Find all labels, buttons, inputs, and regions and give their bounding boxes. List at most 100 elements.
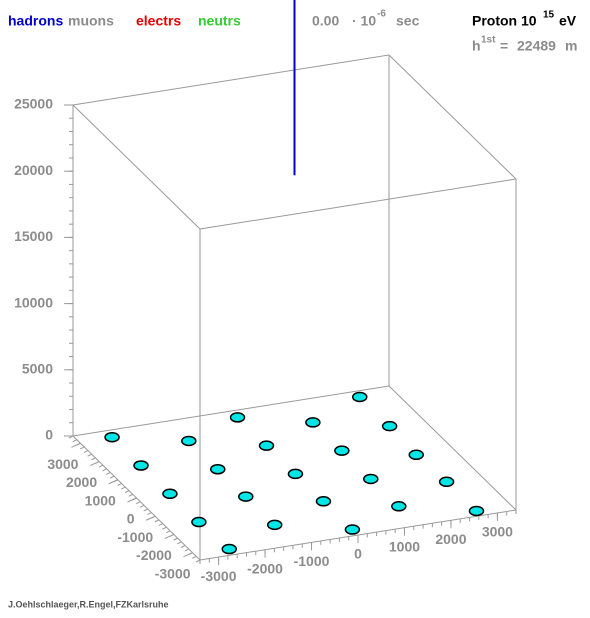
detector <box>315 496 332 507</box>
h-superscript: 1st <box>481 35 496 46</box>
detector <box>334 445 350 456</box>
detector <box>438 476 455 488</box>
minor-tick <box>177 541 182 545</box>
y-tick-label: 1000 <box>85 492 116 508</box>
x-tick-label: 1000 <box>389 538 420 554</box>
minor-tick <box>68 435 74 439</box>
detector <box>305 417 321 428</box>
minor-tick <box>192 555 197 559</box>
primary-exponent: 15 <box>543 10 555 21</box>
time-exponent: -6 <box>377 9 386 20</box>
x-tick-label: 0 <box>354 546 362 562</box>
z-tick-label: 20000 <box>14 162 53 178</box>
minor-tick <box>128 493 133 497</box>
legend-entry: hadrons <box>8 13 63 29</box>
detector <box>381 420 398 432</box>
legend-entry: muons <box>68 13 114 29</box>
detector <box>287 468 304 480</box>
legend: hadrons muons electrs neutrs <box>8 13 241 29</box>
minor-tick <box>72 439 77 443</box>
time-base: · 10 <box>352 13 376 29</box>
y-tick-label: 2000 <box>66 474 97 490</box>
y-tick <box>183 552 193 558</box>
x-tick-label: -2000 <box>247 560 283 576</box>
detector <box>238 491 254 502</box>
z-tick-label: 25000 <box>14 96 53 112</box>
detector <box>363 473 379 485</box>
h-value: 22489 <box>517 38 556 54</box>
minor-tick <box>109 475 115 479</box>
x-tick-label: 2000 <box>435 531 466 547</box>
detector <box>391 501 407 512</box>
legend-entry: neutrs <box>198 13 241 29</box>
detector <box>221 543 237 555</box>
detector <box>104 431 120 443</box>
detector <box>191 516 207 528</box>
minor-tick <box>121 486 126 490</box>
y-tick-label: 0 <box>127 511 135 527</box>
detector <box>266 519 283 531</box>
minor-tick <box>91 457 96 461</box>
detector <box>408 449 425 461</box>
minor-tick <box>139 504 145 508</box>
minor-tick <box>162 526 167 530</box>
detector <box>133 460 149 471</box>
y-tick <box>71 442 81 448</box>
minor-tick <box>154 519 160 523</box>
z-tick-label: 10000 <box>14 294 53 310</box>
y-tick-label: -2000 <box>136 547 172 563</box>
detector <box>162 488 178 500</box>
minor-tick <box>102 468 107 472</box>
minor-tick <box>106 472 111 475</box>
minor-tick <box>147 512 152 516</box>
y-tick <box>89 461 100 466</box>
minor-tick <box>165 530 171 534</box>
detector <box>352 391 368 403</box>
legend-entry: electrs <box>136 13 181 29</box>
primary-label: Proton 10 <box>472 13 537 29</box>
detector <box>210 464 226 475</box>
y-tick-label: 3000 <box>47 456 78 472</box>
y-tick <box>127 497 137 503</box>
z-tick-label: 15000 <box>14 228 53 244</box>
minor-tick <box>180 544 186 548</box>
detector <box>229 412 246 423</box>
minor-tick <box>158 523 163 526</box>
y-tick <box>164 534 175 539</box>
minor-tick <box>83 450 89 454</box>
minor-tick <box>184 548 190 552</box>
minor-tick <box>136 501 141 505</box>
box-edge <box>72 385 390 437</box>
x-tick-label: 3000 <box>482 524 513 540</box>
minor-tick <box>143 508 148 512</box>
y-tick-label: -3000 <box>155 565 191 581</box>
detector <box>468 505 485 517</box>
primary-unit: eV <box>559 13 577 29</box>
minor-tick <box>98 464 104 468</box>
minor-tick <box>79 446 85 450</box>
detector <box>181 435 197 447</box>
minor-tick <box>87 453 92 457</box>
x-tick-label: -1000 <box>294 553 330 569</box>
detector <box>258 440 275 451</box>
x-tick-label: -3000 <box>201 568 237 584</box>
h-unit: m <box>565 38 577 54</box>
box-edge <box>388 385 517 511</box>
minor-tick <box>173 537 178 541</box>
box-edge <box>388 54 517 180</box>
credit: J.Oehlschlaeger,R.Engel,FZKarlsruhe <box>8 599 169 609</box>
detector <box>344 524 361 535</box>
box-edge <box>72 104 201 230</box>
y-tick-label: -1000 <box>117 529 153 545</box>
minor-tick <box>124 490 130 494</box>
minor-tick <box>117 482 122 486</box>
time-unit: sec <box>396 13 420 29</box>
h-symbol: h <box>472 38 481 54</box>
box-edge <box>72 54 390 106</box>
y-tick <box>108 479 119 485</box>
z-tick-label: 5000 <box>22 361 53 377</box>
y-tick <box>145 515 156 521</box>
time-value: 0.00 <box>312 13 339 29</box>
z-tick-label: 0 <box>45 427 53 443</box>
